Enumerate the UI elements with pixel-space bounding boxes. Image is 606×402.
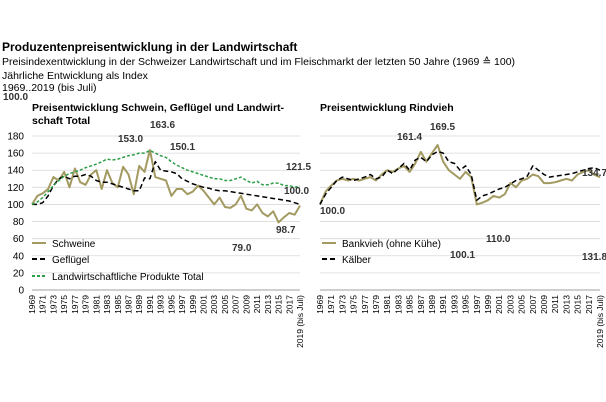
x-tick-label: 1987 [123,295,133,314]
x-tick-label: 2017 [584,295,594,314]
x-tick-label: 1977 [70,295,80,314]
x-tick-label: 1983 [102,295,112,314]
x-tick-label: 1975 [349,295,359,314]
x-tick-label: 1999 [483,295,493,314]
data-label: 100.1 [450,250,475,261]
x-tick-label: 2005 [220,295,230,314]
x-tick-label: 1997 [472,295,482,314]
x-tick-label: 2007 [231,295,241,314]
data-label: 150.1 [170,142,195,153]
x-tick-label: 1973 [337,295,347,314]
x-tick-label: 1993 [156,295,166,314]
data-label: 161.4 [397,132,422,143]
chart-title-1-line-1: Preisentwicklung Schwein, Geflügel und L… [32,102,285,114]
x-tick-label: 1981 [91,295,101,314]
x-tick-label: 1987 [416,295,426,314]
series-line-k-lber [319,150,601,205]
x-tick-label: 2017 [284,295,294,314]
y-tick-label: 180 [7,132,24,143]
x-tick-label: 1991 [145,295,155,314]
data-label: 79.0 [232,243,252,254]
series-line-landwirtschaftliche-produkte-total [31,149,301,206]
data-label: 98.7 [276,225,296,236]
x-tick-label: 1995 [166,295,176,314]
x-tick-label: 1983 [393,295,403,314]
x-tick-label: 2009 [539,295,549,314]
page-subtitle-line-3: Jährliche Entwicklung als Index [2,70,148,82]
x-tick-label: 1989 [134,295,144,314]
x-tick-label: 1985 [113,295,123,314]
x-tick-label: 1969 [27,295,37,314]
x-tick-label: 1991 [438,295,448,314]
x-tick-label: 2001 [199,295,209,314]
x-tick-label: 2005 [517,295,527,314]
legend-label: Geflügel [52,255,89,266]
chart-title-2-line-1: Preisentwicklung Rindvieh [320,102,454,114]
legend-label: Bankvieh (ohne Kühe) [342,239,441,250]
data-label: 163.6 [150,120,175,131]
x-tick-label: 2001 [494,295,504,314]
y-tick-label: 160 [7,149,24,160]
x-tick-label: 2007 [528,295,538,314]
x-tick-label: 1999 [188,295,198,314]
x-tick-label: 1979 [81,295,91,314]
data-label: 153.0 [118,134,143,145]
x-tick-label: 1975 [59,295,69,314]
x-tick-label: 2011 [252,295,262,314]
page-subtitle-line-4: 1969..2019 (bis Juli) [2,82,97,94]
data-label: 131.8 [582,252,606,263]
data-label: 121.5 [286,162,311,173]
x-tick-label: 2003 [209,295,219,314]
y-tick-label: 140 [7,166,24,177]
legend-label: Landwirtschaftliche Produkte Total [52,272,204,283]
data-label: 100.0 [320,206,345,217]
page-title: Produzentenpreisentwicklung in der Landw… [2,40,298,54]
x-tick-label: 1993 [449,295,459,314]
data-label: 169.5 [430,122,455,133]
x-tick-label: 1977 [360,295,370,314]
x-tick-label: 2011 [550,295,560,314]
page-subtitle: Preisindexentwicklung in der Schweizer L… [2,56,516,68]
x-tick-label: 2015 [573,295,583,314]
legend-label: Kälber [342,255,372,266]
x-tick-label: 2013 [561,295,571,314]
x-tick-label: 2013 [263,295,273,314]
data-label: 100.0 [3,92,28,103]
x-tick-label: 2003 [505,295,515,314]
legend-label: Schweine [52,239,96,250]
x-tick-label: 1997 [177,295,187,314]
series-line-schweine [31,149,301,224]
x-tick-label: 1985 [405,295,415,314]
x-tick-label: 2015 [274,295,284,314]
y-tick-label: 120 [7,183,24,194]
y-tick-label: 100 [7,200,24,211]
x-tick-label: 1969 [315,295,325,314]
y-tick-label: 0 [18,286,24,297]
chart-title-1-line-2: schaft Total [32,115,90,127]
series-line-gefl-gel [32,160,301,206]
x-tick-label: 2019 (bis Juli) [295,295,305,348]
x-tick-label: 1995 [461,295,471,314]
x-tick-label: 1971 [326,295,336,314]
x-tick-label: 2009 [241,295,251,314]
data-label: 134.7 [582,168,606,179]
x-tick-label: 1981 [382,295,392,314]
y-tick-label: 40 [13,251,25,262]
x-tick-label: 1973 [48,295,58,314]
y-tick-label: 60 [13,234,25,245]
series-line-bankvieh-ohne-k-he- [319,144,601,206]
x-tick-label: 1971 [38,295,48,314]
y-tick-label: 80 [13,217,25,228]
data-label: 110.0 [486,234,511,245]
x-tick-label: 2019 (bis Juli) [595,295,605,348]
y-tick-label: 20 [13,268,25,279]
x-tick-label: 1979 [371,295,381,314]
x-tick-label: 1989 [427,295,437,314]
data-label: 100.0 [284,186,309,197]
